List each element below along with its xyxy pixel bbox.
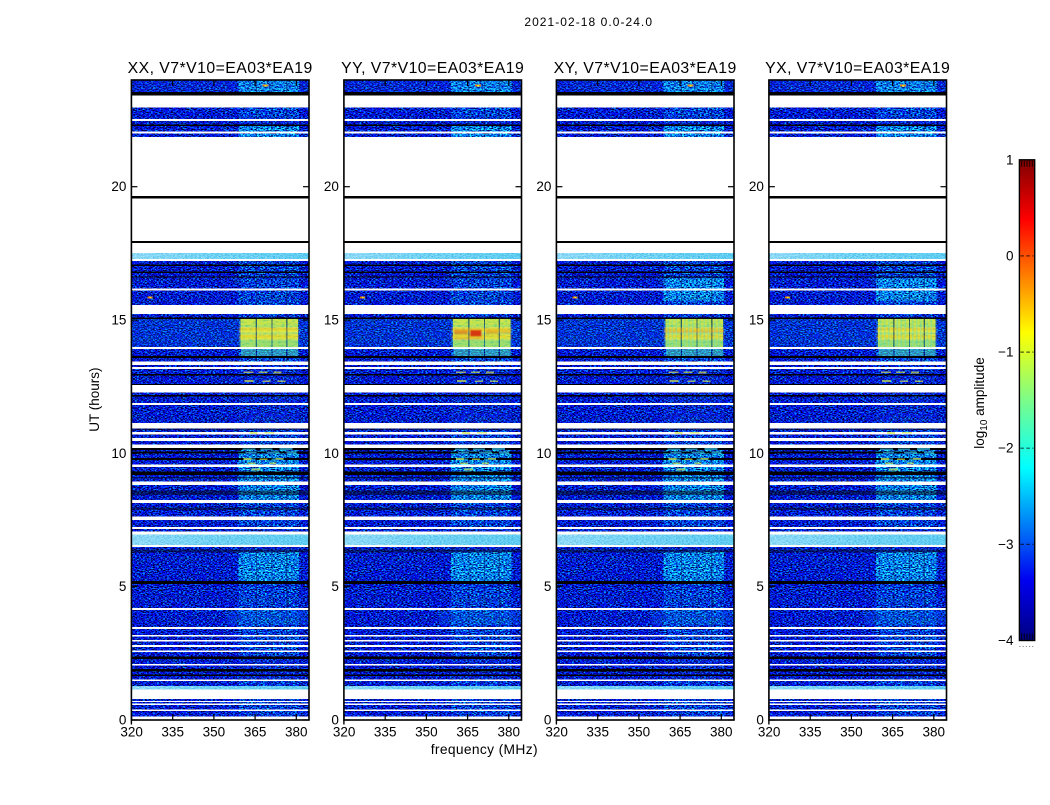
svg-text:365: 365 [881,725,904,740]
svg-text:0: 0 [331,713,339,728]
svg-text:380: 380 [498,725,521,740]
svg-text:350: 350 [628,725,651,740]
svg-text:350: 350 [203,725,226,740]
svg-text:15: 15 [324,313,339,328]
svg-text:20: 20 [749,179,764,194]
svg-text:15: 15 [749,313,764,328]
svg-text:YX, V7*V10=EA03*EA19: YX, V7*V10=EA03*EA19 [765,60,950,77]
svg-text:365: 365 [669,725,692,740]
svg-text:XX, V7*V10=EA03*EA19: XX, V7*V10=EA03*EA19 [128,60,313,77]
svg-text:320: 320 [545,725,568,740]
svg-text:0: 0 [756,713,764,728]
svg-text:380: 380 [923,725,946,740]
svg-text:335: 335 [374,725,397,740]
svg-text:XY, V7*V10=EA03*EA19: XY, V7*V10=EA03*EA19 [554,60,737,77]
svg-text:350: 350 [415,725,438,740]
svg-text:15: 15 [111,313,126,328]
svg-text:−3: −3 [998,537,1013,552]
svg-text:320: 320 [120,725,143,740]
svg-text:UT (hours): UT (hours) [87,367,102,431]
svg-text:5: 5 [119,579,127,594]
svg-text:2021-02-18 0.0-24.0: 2021-02-18 0.0-24.0 [524,15,653,29]
svg-text:frequency (MHz): frequency (MHz) [431,742,538,757]
svg-text:20: 20 [536,179,551,194]
svg-text:350: 350 [840,725,863,740]
svg-text:0: 0 [119,713,127,728]
svg-text:380: 380 [285,725,308,740]
svg-text:335: 335 [586,725,609,740]
svg-text:5: 5 [756,579,764,594]
svg-text:1: 1 [1006,152,1014,167]
svg-text:10: 10 [536,446,551,461]
svg-text:335: 335 [799,725,822,740]
svg-text:10: 10 [324,446,339,461]
svg-text:320: 320 [758,725,781,740]
svg-text:365: 365 [244,725,267,740]
svg-text:−4: −4 [998,633,1014,648]
svg-text:10: 10 [749,446,764,461]
svg-text:−1: −1 [998,345,1013,360]
svg-text:15: 15 [536,313,551,328]
svg-text:380: 380 [710,725,733,740]
svg-text:0: 0 [1006,248,1014,263]
svg-text:365: 365 [456,725,479,740]
svg-text:10: 10 [111,446,126,461]
svg-text:5: 5 [331,579,339,594]
svg-text:YY, V7*V10=EA03*EA19: YY, V7*V10=EA03*EA19 [341,60,524,77]
svg-text:5: 5 [544,579,552,594]
svg-text:335: 335 [161,725,184,740]
svg-text:0: 0 [544,713,552,728]
svg-text:320: 320 [333,725,356,740]
svg-text:20: 20 [324,179,339,194]
svg-text:20: 20 [111,179,126,194]
svg-text:−2: −2 [998,441,1013,456]
